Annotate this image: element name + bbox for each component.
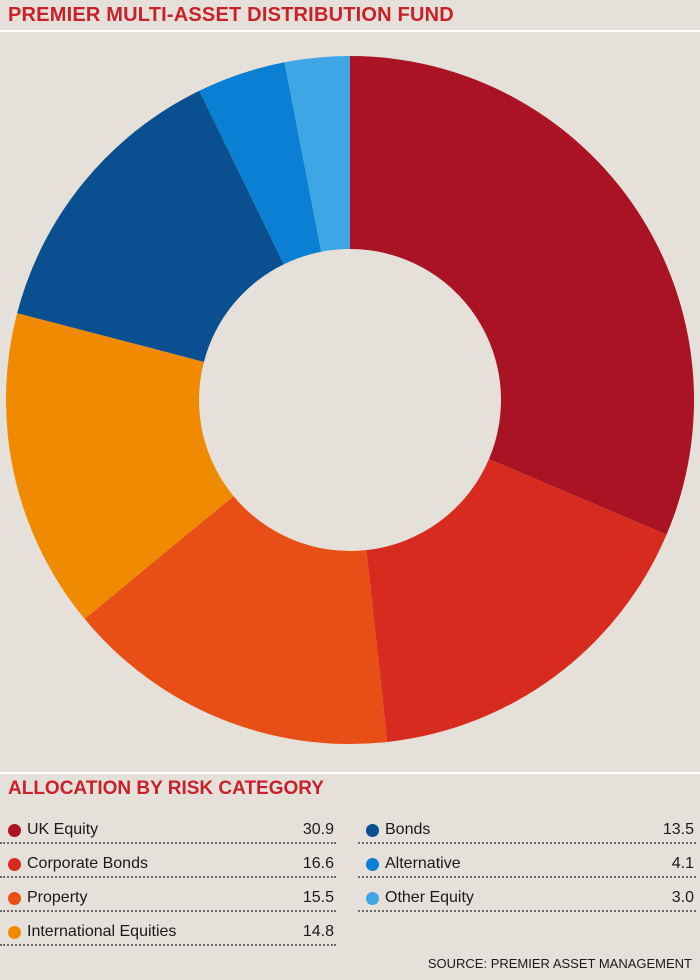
legend-item: Corporate Bonds 16.6	[0, 852, 336, 878]
legend-value: 4.1	[671, 855, 694, 872]
chart-title: PREMIER MULTI-ASSET DISTRIBUTION FUND	[8, 4, 454, 26]
legend-swatch	[8, 857, 21, 871]
donut-chart	[5, 56, 694, 744]
donut-slice-bonds	[17, 90, 284, 362]
legend-swatch	[366, 857, 379, 871]
legend-label: Bonds	[385, 821, 431, 838]
legend-item: Property 15.5	[0, 886, 336, 912]
donut-slice-corporate-bonds	[366, 459, 667, 742]
legend-divider	[0, 772, 700, 774]
legend-label: Corporate Bonds	[27, 855, 148, 872]
legend-item: Bonds 13.5	[358, 818, 696, 844]
legend-value: 3.0	[671, 889, 694, 906]
legend-swatch	[8, 925, 21, 939]
legend-label: Alternative	[385, 855, 461, 872]
donut-slice-uk-equity	[350, 56, 694, 535]
legend-label: UK Equity	[27, 821, 99, 838]
legend-label: Property	[27, 889, 88, 906]
legend-item: UK Equity 30.9	[0, 818, 336, 844]
legend-value: 30.9	[302, 821, 334, 838]
donut-slice-alternative	[199, 62, 322, 265]
legend-swatch	[8, 891, 21, 905]
legend-swatch	[366, 891, 379, 905]
legend-value: 16.6	[302, 855, 334, 872]
legend-swatch	[8, 823, 21, 837]
legend-label: International Equities	[27, 923, 177, 940]
donut-slice-international-equities	[5, 313, 234, 619]
source-note: SOURCE: PREMIER ASSET MANAGEMENT	[427, 956, 692, 971]
legend-item: Other Equity 3.0	[358, 886, 696, 912]
legend-item: International Equities 14.8	[0, 920, 336, 946]
title-divider	[0, 30, 700, 32]
legend-value: 13.5	[662, 821, 694, 838]
legend-item: Alternative 4.1	[358, 852, 696, 878]
legend-label: Other Equity	[385, 889, 474, 906]
legend-title: ALLOCATION BY RISK CATEGORY	[8, 778, 324, 799]
donut-slice-property	[84, 496, 388, 744]
legend-swatch	[366, 823, 379, 837]
donut-slice-other-equity	[284, 56, 350, 252]
legend-value: 14.8	[302, 923, 334, 940]
legend-value: 15.5	[302, 889, 334, 906]
